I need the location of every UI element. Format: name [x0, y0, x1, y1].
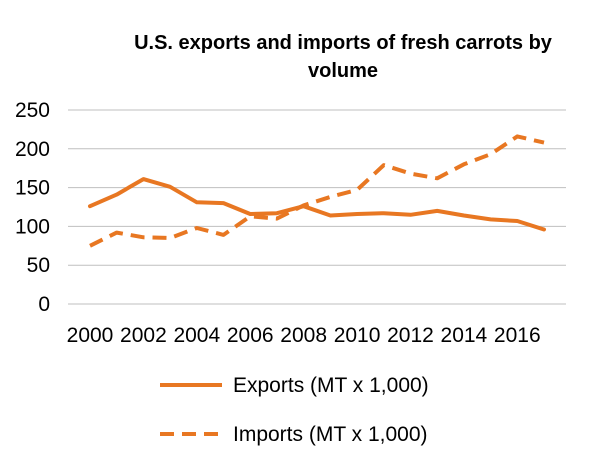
chart-title-line-2: volume — [308, 60, 378, 82]
legend-label: Exports (MT x 1,000) — [233, 374, 429, 397]
x-tick-label: 2002 — [120, 324, 167, 347]
y-tick-label: 200 — [15, 138, 50, 161]
y-tick-label: 50 — [27, 254, 50, 277]
x-tick-label: 2008 — [280, 324, 327, 347]
legend: Exports (MT x 1,000) Imports (MT x 1,000) — [160, 374, 429, 446]
y-tick-label: 150 — [15, 177, 50, 200]
series-line-exports — [88, 177, 546, 232]
x-tick-label: 2010 — [334, 324, 381, 347]
x-tick-label: 2016 — [494, 324, 541, 347]
x-tick-label: 2006 — [227, 324, 274, 347]
y-tick-label: 250 — [15, 99, 50, 122]
x-tick-label: 2000 — [67, 324, 114, 347]
series-line-imports — [89, 134, 545, 248]
x-tick-label: 2012 — [387, 324, 434, 347]
x-tick-label: 2004 — [173, 324, 220, 347]
series-lines — [88, 134, 546, 248]
x-tick-label: 2014 — [441, 324, 488, 347]
legend-label: Imports (MT x 1,000) — [233, 423, 428, 446]
gridlines — [68, 109, 566, 305]
chart-title-line-1: U.S. exports and imports of fresh carrot… — [134, 32, 553, 54]
y-tick-label: 100 — [15, 215, 50, 238]
y-axis-tick-labels: 0 50 100 150 200 250 — [15, 99, 50, 316]
y-tick-label: 0 — [38, 293, 50, 316]
x-axis-tick-labels: 2000 2002 2004 2006 2008 2010 2012 2014 2016 — [67, 324, 541, 347]
